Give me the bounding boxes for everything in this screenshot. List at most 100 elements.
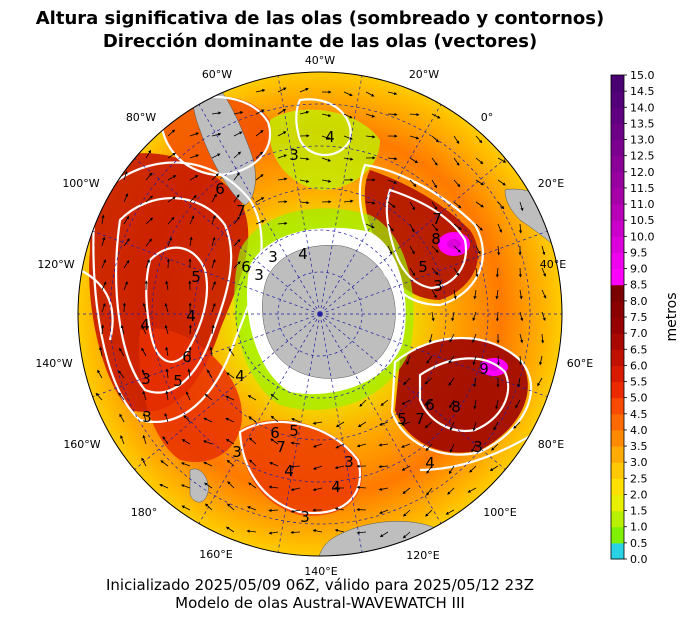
wave-vector — [400, 421, 411, 426]
colorbar-cell — [611, 365, 624, 383]
wave-vector — [225, 439, 235, 445]
wave-vector — [489, 465, 499, 471]
wave-vector — [431, 113, 441, 119]
contour-label: 3 — [254, 266, 264, 284]
wave-vector — [99, 346, 103, 357]
colorbar-tick-label: 9.5 — [630, 246, 648, 259]
colorbar-cell — [611, 478, 624, 495]
wave-vector — [233, 238, 241, 247]
wave-vector — [185, 391, 191, 401]
wave-vector — [189, 236, 193, 247]
wave-vector — [409, 179, 417, 188]
wave-vector — [497, 245, 501, 256]
wave-vector — [255, 109, 265, 115]
wave-vector — [365, 135, 376, 139]
wave-vector — [189, 154, 200, 159]
contour-label: 4 — [425, 454, 435, 472]
wave-vector — [246, 529, 257, 533]
wave-vector — [472, 311, 477, 322]
storm-region-southwest — [139, 328, 242, 462]
wave-vector — [467, 487, 477, 493]
colorbar-cell — [611, 446, 624, 463]
contour-label: 3 — [344, 453, 354, 471]
wave-vector — [225, 417, 235, 423]
colorbar: 0.0 0.5 1.0 1.5 2.0 2.5 3.0 3.5 4.0 4.5 5.0 5.5 6.0 6… — [610, 69, 680, 566]
wave-vector — [248, 416, 257, 423]
wave-vector — [233, 261, 241, 269]
contour-label: 5 — [289, 422, 299, 440]
contour-label: 5 — [418, 258, 428, 276]
wave-vector — [211, 302, 216, 313]
wave-vector — [255, 130, 264, 137]
wave-vector — [101, 259, 106, 269]
wave-vector — [312, 465, 323, 470]
contour-label: 3 — [300, 508, 310, 526]
wave-vector — [519, 333, 524, 344]
wave-vector — [312, 443, 323, 448]
wave-vector — [431, 311, 435, 322]
longitude-label: 60°W — [202, 68, 232, 81]
wave-vector — [269, 462, 279, 467]
wave-vector — [248, 459, 257, 467]
wave-vector — [402, 531, 411, 539]
wave-vector — [268, 508, 279, 513]
wave-vector — [120, 324, 125, 335]
wave-vector — [312, 487, 323, 492]
wave-vector — [204, 503, 213, 511]
wave-vector — [180, 484, 191, 489]
wave-vector — [321, 113, 332, 118]
wave-vector — [248, 482, 257, 489]
wave-vector — [290, 465, 301, 469]
wave-vector — [453, 289, 457, 300]
wave-vector — [165, 368, 169, 379]
wave-vector — [226, 459, 235, 467]
wave-vector — [268, 531, 279, 535]
colorbar-tick-label: 14.5 — [630, 85, 655, 98]
wave-vector — [378, 421, 389, 426]
wave-vector — [357, 421, 367, 428]
wave-vector — [431, 157, 438, 166]
colorbar-cell — [611, 494, 624, 512]
wave-vector — [270, 393, 279, 401]
wave-vector — [365, 223, 375, 229]
wave-vector — [142, 434, 147, 445]
storm-region-south — [240, 420, 362, 516]
wave-vector — [211, 193, 217, 203]
wave-vector — [119, 347, 125, 357]
wave-vector — [378, 465, 389, 469]
wave-vector — [428, 333, 433, 344]
wave-vector — [409, 267, 416, 277]
wave-vector — [277, 221, 288, 225]
colorbar-tick-label: 6.5 — [630, 343, 648, 356]
wave-vector — [167, 216, 175, 225]
wave-vector — [343, 199, 354, 203]
wave-vector — [387, 112, 398, 117]
wave-vector — [247, 395, 257, 401]
wave-vector — [449, 333, 455, 343]
colorbar-tick-label: 11.5 — [630, 182, 655, 195]
colorbar-cell — [611, 317, 624, 334]
wave-vector — [378, 443, 389, 447]
wave-vector — [160, 460, 169, 467]
contour-label: 8 — [431, 230, 441, 248]
wave-vector — [181, 505, 191, 511]
wave-vector — [401, 443, 411, 448]
colorbar-tick-label: 9.0 — [630, 263, 648, 276]
wave-vector — [277, 177, 288, 181]
wave-vector — [321, 179, 332, 183]
colorbar-tick-label: 8.0 — [630, 295, 648, 308]
wave-vector — [123, 281, 128, 291]
contour-label: 3 — [289, 146, 299, 164]
colorbar-cell — [611, 526, 624, 544]
contour-label: 7 — [236, 202, 246, 220]
wave-vector — [409, 113, 420, 117]
wave-vector — [426, 487, 433, 496]
longitude-label: 20°W — [409, 68, 439, 81]
colorbar-cell — [611, 236, 624, 253]
wave-vector — [165, 390, 169, 401]
wave-vector — [233, 111, 244, 115]
colorbar-cell — [611, 510, 624, 528]
colorbar-tick-label: 7.5 — [630, 311, 648, 324]
colorbar-cell — [611, 123, 624, 141]
wave-vector — [247, 506, 257, 511]
